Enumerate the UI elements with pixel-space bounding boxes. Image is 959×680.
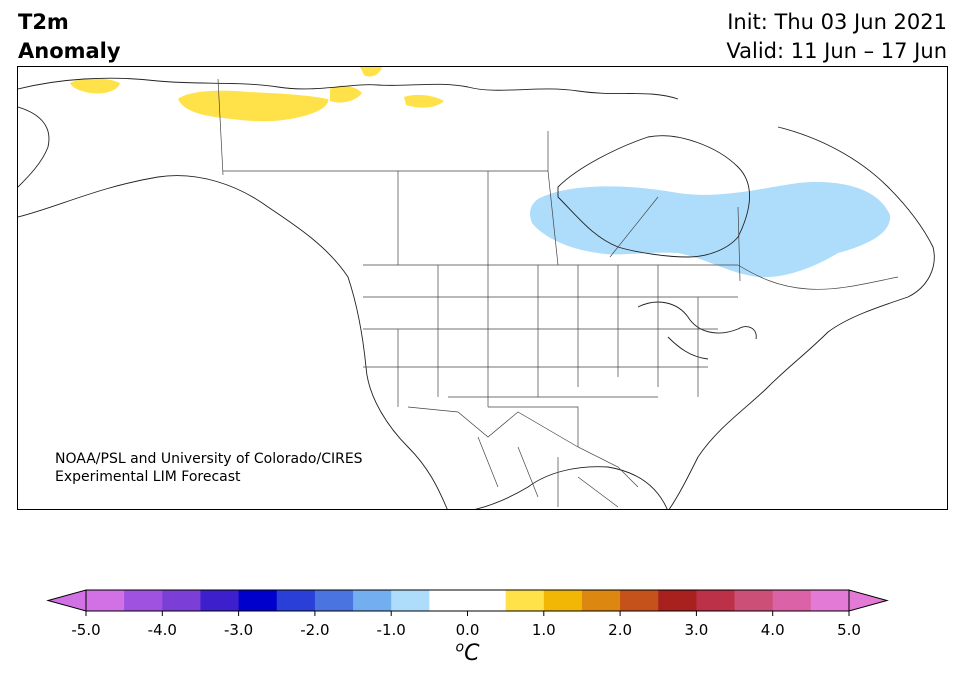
init-date: Init: Thu 03 Jun 2021 <box>727 10 947 34</box>
colorbar-segments <box>86 590 850 611</box>
warm-anomaly-arctic-coast <box>360 67 382 77</box>
warm-anomaly-alaska-west <box>70 78 120 94</box>
credit-line-2: Experimental LIM Forecast <box>55 469 241 485</box>
map-title: T2m Anomaly <box>18 8 121 66</box>
valid-range: Valid: 11 Jun – 17 Jun <box>726 39 947 63</box>
labrador-coast <box>777 126 935 298</box>
colorbar-segment <box>162 590 201 611</box>
forecast-dates: Init: Thu 03 Jun 2021 Valid: 11 Jun – 17… <box>726 8 947 66</box>
colorbar-tick-label: -1.0 <box>377 621 406 639</box>
unit-text: oC <box>455 640 480 667</box>
coastlines <box>18 77 935 509</box>
colorbar-segment <box>276 590 316 611</box>
colorbar: -5.0 -4.0 -3.0 -2.0 -1.0 0.0 1.0 2.0 3.0 4.0 5.0 <box>46 589 889 639</box>
warm-anomaly-nwt <box>404 94 444 108</box>
colorbar-ticks: -5.0 -4.0 -3.0 -2.0 -1.0 0.0 1.0 2.0 3.0 4.0 5.0 <box>71 611 861 639</box>
alaska-canada-border <box>217 78 224 176</box>
credit-text: NOAA/PSL and University of Colorado/CIRE… <box>55 450 363 486</box>
warm-anomaly-mackenzie <box>330 85 362 103</box>
canada-provinces <box>223 131 741 282</box>
us-mexico-border <box>407 406 639 488</box>
us-canada-border <box>363 264 899 290</box>
north-america-map <box>18 67 935 509</box>
colorbar-segment <box>238 590 278 611</box>
colorbar-tick-label: -4.0 <box>148 621 177 639</box>
colorbar-segment <box>620 590 659 611</box>
atlantic-coast <box>668 296 909 509</box>
colorbar-segment <box>772 590 812 611</box>
warm-anomaly-regions <box>70 67 444 122</box>
mexico-states <box>477 436 619 508</box>
colorbar-tick-label: 1.0 <box>532 621 556 639</box>
cold-anomaly-hudson-bay <box>530 182 891 278</box>
colorbar-segment <box>810 590 850 611</box>
colorbar-tick-label: 0.0 <box>456 621 480 639</box>
colorbar-tick-label: -2.0 <box>300 621 329 639</box>
political-borders <box>217 78 899 508</box>
colorbar-segment <box>505 590 545 611</box>
alaska-west-coast <box>18 106 50 188</box>
map-panel <box>17 66 948 510</box>
us-states <box>363 265 738 447</box>
colorbar-segment <box>696 590 736 611</box>
colorbar-segment <box>429 590 468 611</box>
colorbar-segment <box>86 590 125 611</box>
colorbar-segment <box>124 590 163 611</box>
title-subtitle: Anomaly <box>18 39 121 63</box>
gulf-coast <box>474 466 668 509</box>
colorbar-tick-label: 4.0 <box>761 621 785 639</box>
colorbar-extend-low <box>46 589 87 612</box>
warm-anomaly-alaska-yukon <box>178 90 329 122</box>
colorbar-extend-high <box>848 589 889 612</box>
colorbar-segment <box>658 590 697 611</box>
colorbar-tick-label: -3.0 <box>224 621 253 639</box>
colorbar-segment <box>391 590 430 611</box>
arctic-coast <box>18 77 679 100</box>
colorbar-unit: oC <box>0 640 935 666</box>
colorbar-segment <box>581 590 621 611</box>
title-variable: T2m <box>18 10 69 34</box>
colorbar-tick-label: 2.0 <box>608 621 632 639</box>
colorbar-tick-label: 5.0 <box>837 621 861 639</box>
colorbar-segment <box>314 590 354 611</box>
great-lakes <box>637 301 757 360</box>
colorbar-tick-label: -5.0 <box>71 621 100 639</box>
colorbar-segment <box>734 590 774 611</box>
colorbar-segment <box>467 590 507 611</box>
colorbar-segment <box>543 590 583 611</box>
credit-line-1: NOAA/PSL and University of Colorado/CIRE… <box>55 451 363 467</box>
colorbar-segment <box>353 590 392 611</box>
pacific-coast <box>18 175 448 509</box>
colorbar-segment <box>200 590 240 611</box>
colorbar-tick-label: 3.0 <box>684 621 708 639</box>
